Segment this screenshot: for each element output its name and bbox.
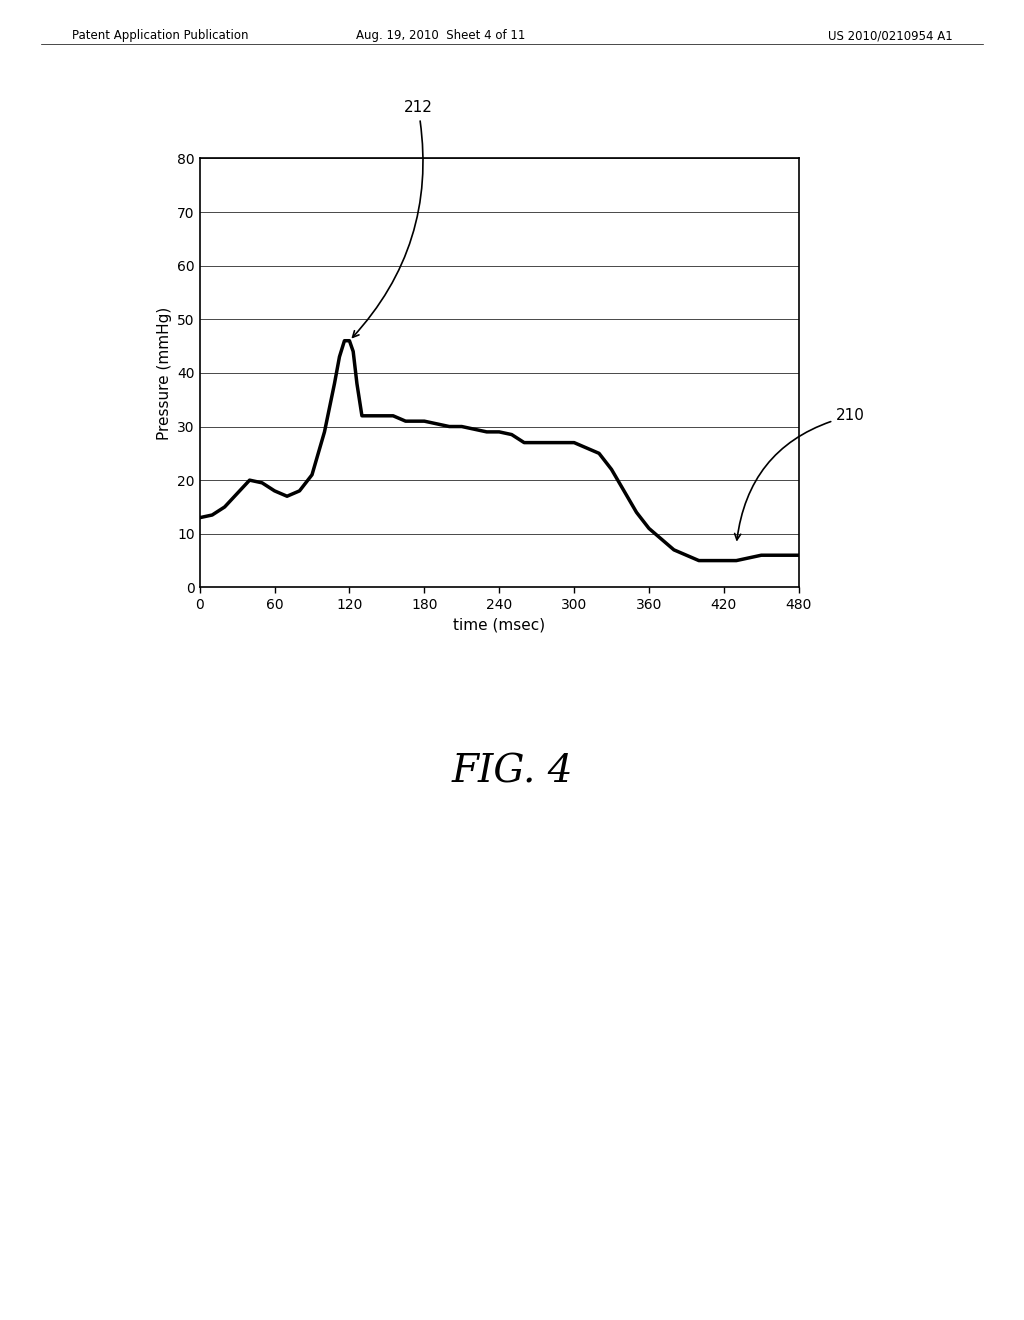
X-axis label: time (msec): time (msec) xyxy=(454,618,545,632)
Text: FIG. 4: FIG. 4 xyxy=(452,754,572,791)
Y-axis label: Pressure (mmHg): Pressure (mmHg) xyxy=(157,306,172,440)
Text: Aug. 19, 2010  Sheet 4 of 11: Aug. 19, 2010 Sheet 4 of 11 xyxy=(355,29,525,42)
Text: Patent Application Publication: Patent Application Publication xyxy=(72,29,248,42)
Text: 212: 212 xyxy=(352,100,432,338)
Text: 210: 210 xyxy=(734,408,865,540)
Text: US 2010/0210954 A1: US 2010/0210954 A1 xyxy=(827,29,952,42)
